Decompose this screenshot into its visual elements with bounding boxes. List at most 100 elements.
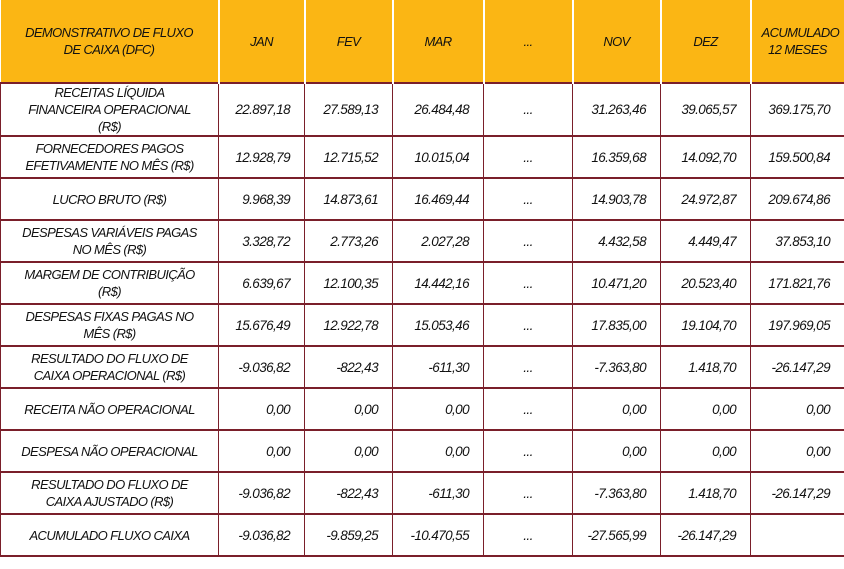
cell-value: -9.036,82 <box>218 345 305 389</box>
cell-value: -27.565,99 <box>572 513 661 557</box>
cell-value: ... <box>483 261 573 305</box>
column-header: JAN <box>218 0 306 83</box>
table-row: FORNECEDORES PAGOS EFETIVAMENTE NO MÊS (… <box>0 135 844 179</box>
cell-value: ... <box>483 471 573 515</box>
table-title: DEMONSTRATIVO DE FLUXO DE CAIXA (DFC) <box>0 0 220 83</box>
row-label: ACUMULADO FLUXO CAIXA <box>0 513 219 557</box>
cell-value: ... <box>483 345 573 389</box>
cell-value: -822,43 <box>304 345 393 389</box>
cell-value: 14.442,16 <box>392 261 484 305</box>
cell-value: 6.639,67 <box>218 261 305 305</box>
cell-value: ... <box>483 135 573 179</box>
cell-value: 27.589,13 <box>304 82 393 137</box>
table-row: DESPESAS FIXAS PAGAS NO MÊS (R$) 15.676,4… <box>0 303 844 347</box>
column-header: ... <box>483 0 574 83</box>
cell-value: 24.972,87 <box>660 177 751 221</box>
cell-value: -26.147,29 <box>750 345 844 389</box>
row-label: RECEITA NÃO OPERACIONAL <box>0 387 219 431</box>
cell-value: -611,30 <box>392 345 484 389</box>
cell-value: ... <box>483 82 573 137</box>
cell-value: 15.053,46 <box>392 303 484 347</box>
cell-value: 2.773,26 <box>304 219 393 263</box>
cell-value: 197.969,05 <box>750 303 844 347</box>
cell-value: 16.359,68 <box>572 135 661 179</box>
cell-value: 14.903,78 <box>572 177 661 221</box>
cell-value: 159.500,84 <box>750 135 844 179</box>
dfc-table: DEMONSTRATIVO DE FLUXO DE CAIXA (DFC) JAN… <box>0 0 844 557</box>
row-label: DESPESAS VARIÁVEIS PAGAS NO MÊS (R$) <box>0 219 219 263</box>
cell-value: 26.484,48 <box>392 82 484 137</box>
cell-value: -7.363,80 <box>572 471 661 515</box>
row-label: DESPESAS FIXAS PAGAS NO MÊS (R$) <box>0 303 219 347</box>
table-row: ACUMULADO FLUXO CAIXA -9.036,82 -9.859,25-… <box>0 513 844 557</box>
cell-value: 0,00 <box>572 387 661 431</box>
row-label: LUCRO BRUTO (R$) <box>0 177 219 221</box>
column-header: NOV <box>572 0 662 83</box>
header-row: DEMONSTRATIVO DE FLUXO DE CAIXA (DFC) JAN… <box>0 0 844 83</box>
cell-value: ... <box>483 177 573 221</box>
column-header: DEZ <box>660 0 752 83</box>
table-row: DESPESA NÃO OPERACIONAL 0,00 0,00 0,00... 0,… <box>0 429 844 473</box>
row-label: RESULTADO DO FLUXO DE CAIXA AJUSTADO (R$… <box>0 471 219 515</box>
cell-value: 0,00 <box>392 429 484 473</box>
cell-value: ... <box>483 387 573 431</box>
table-row: RESULTADO DO FLUXO DE CAIXA AJUSTADO (R$… <box>0 471 844 515</box>
cell-value: 37.853,10 <box>750 219 844 263</box>
cell-value: 10.471,20 <box>572 261 661 305</box>
cell-value: 369.175,70 <box>750 82 844 137</box>
cell-value: -9.859,25 <box>304 513 393 557</box>
column-header: MAR <box>392 0 485 83</box>
cell-value: 12.922,78 <box>304 303 393 347</box>
cell-value: 9.968,39 <box>218 177 305 221</box>
row-label: RESULTADO DO FLUXO DE CAIXA OPERACIONAL … <box>0 345 219 389</box>
cell-value: 3.328,72 <box>218 219 305 263</box>
cell-value: 10.015,04 <box>392 135 484 179</box>
cell-value: 20.523,40 <box>660 261 751 305</box>
cell-value: 0,00 <box>304 429 393 473</box>
cell-value: 2.027,28 <box>392 219 484 263</box>
column-header: ACUMULADO 12 MESES <box>750 0 844 83</box>
cell-value: -822,43 <box>304 471 393 515</box>
table-row: RESULTADO DO FLUXO DE CAIXA OPERACIONAL … <box>0 345 844 389</box>
cell-value: 12.715,52 <box>304 135 393 179</box>
cell-value: 171.821,76 <box>750 261 844 305</box>
cell-value: 4.432,58 <box>572 219 661 263</box>
cell-value: 12.100,35 <box>304 261 393 305</box>
cell-value: ... <box>483 219 573 263</box>
cell-value: 0,00 <box>392 387 484 431</box>
cell-value: 17.835,00 <box>572 303 661 347</box>
row-label: MARGEM DE CONTRIBUIÇÃO (R$) <box>0 261 219 305</box>
cell-value: -7.363,80 <box>572 345 661 389</box>
cell-value: 12.928,79 <box>218 135 305 179</box>
cell-value: 19.104,70 <box>660 303 751 347</box>
cell-value: ... <box>483 303 573 347</box>
cell-value: 209.674,86 <box>750 177 844 221</box>
cell-value: 14.873,61 <box>304 177 393 221</box>
cell-value: 0,00 <box>750 387 844 431</box>
cell-value: 0,00 <box>572 429 661 473</box>
cell-value: -26.147,29 <box>750 471 844 515</box>
cell-value: -10.470,55 <box>392 513 484 557</box>
cell-value: ... <box>483 513 573 557</box>
cell-value: -611,30 <box>392 471 484 515</box>
table-row: RECEITAS LÍQUIDA FINANCEIRA OPERACIONAL … <box>0 82 844 137</box>
cell-value: 1.418,70 <box>660 345 751 389</box>
cell-value: 16.469,44 <box>392 177 484 221</box>
cell-value: -26.147,29 <box>660 513 751 557</box>
cell-value: 14.092,70 <box>660 135 751 179</box>
cell-value: 15.676,49 <box>218 303 305 347</box>
cell-value: 0,00 <box>218 387 305 431</box>
cell-value <box>750 513 844 557</box>
table-row: RECEITA NÃO OPERACIONAL 0,00 0,00 0,00... 0,… <box>0 387 844 431</box>
cell-value: 22.897,18 <box>218 82 305 137</box>
row-label: FORNECEDORES PAGOS EFETIVAMENTE NO MÊS (… <box>0 135 219 179</box>
row-label: DESPESA NÃO OPERACIONAL <box>0 429 219 473</box>
cell-value: 0,00 <box>218 429 305 473</box>
table-row: LUCRO BRUTO (R$) 9.968,39 14.873,61 16.469,… <box>0 177 844 221</box>
row-label: RECEITAS LÍQUIDA FINANCEIRA OPERACIONAL … <box>0 82 219 137</box>
cell-value: 31.263,46 <box>572 82 661 137</box>
table-row: DESPESAS VARIÁVEIS PAGAS NO MÊS (R$) 3.32… <box>0 219 844 263</box>
cell-value: 4.449,47 <box>660 219 751 263</box>
cell-value: -9.036,82 <box>218 471 305 515</box>
cell-value: 1.418,70 <box>660 471 751 515</box>
